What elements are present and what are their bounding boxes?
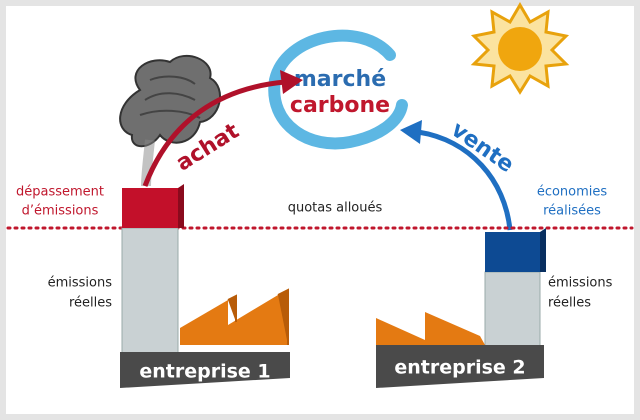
chimney — [485, 272, 540, 347]
excess-block — [122, 188, 178, 228]
actual-label: émissions — [548, 276, 613, 291]
market-label: marché — [294, 67, 386, 92]
savings-label: réalisées — [543, 204, 601, 219]
actual-label: réelles — [548, 296, 591, 311]
savings-label: économies — [537, 185, 608, 200]
company-name: entreprise 1 — [139, 361, 270, 383]
allowance-label: quotas alloués — [288, 201, 383, 216]
savings-block — [485, 232, 540, 272]
actual-label: réelles — [69, 296, 112, 311]
page: marché carbone achat vente quotas alloué… — [0, 0, 640, 420]
excess-label: dépassement — [16, 185, 104, 200]
chimney — [122, 228, 178, 353]
excess-label: d’émissions — [22, 204, 99, 219]
diagram: marché carbone achat vente quotas alloué… — [0, 0, 640, 420]
company-name: entreprise 2 — [394, 357, 525, 379]
market-label: carbone — [290, 93, 390, 118]
actual-label: émissions — [48, 276, 113, 291]
